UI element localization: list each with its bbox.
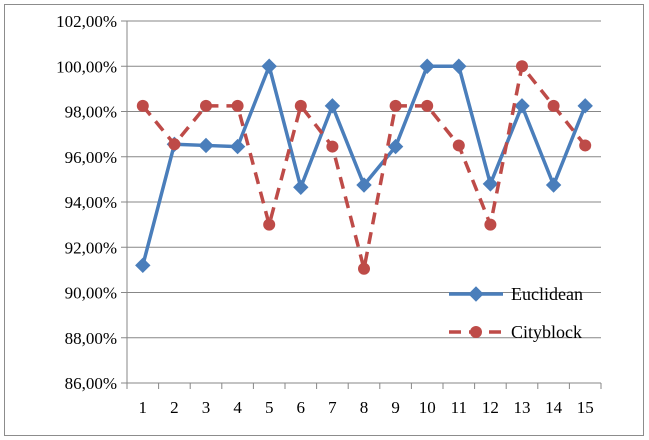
series-line-cityblock — [141, 64, 587, 271]
x-tick-label: 1 — [139, 398, 148, 417]
legend-label-cityblock: Cityblock — [511, 322, 582, 342]
legend-entry-euclidean: Euclidean — [449, 284, 583, 304]
data-point-cityblock — [231, 99, 244, 112]
x-tick-label: 10 — [419, 398, 436, 417]
data-point-euclidean — [419, 58, 435, 74]
axis-layer: 86,00% 88,00% 90,00% 92,00% 94,00% 96,00% 98,0… — [56, 12, 602, 417]
y-tick-label: 92,00% — [65, 238, 117, 257]
data-point-euclidean — [198, 137, 214, 154]
x-tick-label: 11 — [451, 398, 467, 417]
data-point-cityblock — [168, 138, 181, 151]
legend-swatch-marker — [468, 286, 484, 302]
x-tick-label: 13 — [514, 398, 531, 417]
series-euclidean — [135, 58, 593, 274]
x-tick-label: 5 — [265, 398, 274, 417]
data-point-euclidean — [356, 177, 372, 193]
series-layer — [135, 58, 593, 275]
x-tick-label: 12 — [482, 398, 499, 417]
data-point-cityblock — [358, 262, 370, 275]
x-tick-label: 6 — [297, 398, 306, 417]
data-point-cityblock — [200, 99, 212, 112]
x-tick-label: 2 — [170, 398, 179, 417]
y-tick-label: 88,00% — [65, 329, 117, 348]
x-tick-label: 15 — [577, 398, 594, 417]
legend: Euclidean Cityblock — [449, 284, 583, 342]
x-tick-label: 3 — [202, 398, 211, 417]
y-tick-label: 96,00% — [65, 148, 117, 167]
data-point-cityblock — [421, 99, 434, 112]
data-point-cityblock — [452, 139, 465, 152]
data-point-euclidean — [482, 176, 499, 192]
data-point-cityblock — [326, 140, 339, 153]
data-point-cityblock — [547, 99, 560, 112]
x-tick-label: 8 — [360, 398, 369, 417]
chart-frame: 86,00% 88,00% 90,00% 92,00% 94,00% 96,00% 98,0… — [4, 4, 644, 436]
data-point-cityblock — [484, 218, 497, 231]
y-tick-label: 102,00% — [56, 12, 117, 31]
data-point-euclidean — [324, 98, 341, 114]
data-point-cityblock — [389, 99, 402, 112]
line-chart: 86,00% 88,00% 90,00% 92,00% 94,00% 96,00% 98,0… — [56, 12, 602, 417]
y-tick-label: 94,00% — [65, 193, 117, 212]
data-point-cityblock — [579, 139, 592, 152]
data-point-cityblock — [294, 99, 307, 112]
data-point-euclidean — [261, 58, 277, 74]
data-point-cityblock — [136, 99, 149, 112]
data-point-euclidean — [229, 138, 246, 155]
data-point-euclidean — [451, 58, 467, 74]
x-tick-label: 7 — [328, 398, 337, 417]
data-point-cityblock — [516, 60, 528, 73]
x-tick-label: 4 — [233, 398, 242, 417]
data-point-cityblock — [263, 218, 276, 231]
y-tick-label: 90,00% — [65, 284, 117, 303]
legend-label-euclidean: Euclidean — [511, 284, 583, 304]
series-cityblock — [136, 60, 592, 275]
data-point-euclidean — [577, 98, 593, 114]
data-point-euclidean — [387, 138, 404, 155]
legend-swatch-marker — [470, 326, 482, 338]
x-tick-label: 9 — [391, 398, 400, 417]
x-tick-label: 14 — [545, 398, 563, 417]
data-point-euclidean — [135, 257, 151, 274]
y-tick-label: 86,00% — [65, 374, 117, 393]
y-tick-label: 100,00% — [56, 57, 117, 76]
data-point-euclidean — [293, 179, 309, 196]
data-point-euclidean — [545, 177, 562, 193]
data-point-euclidean — [514, 98, 530, 114]
series-line-euclidean — [141, 64, 587, 266]
y-tick-label: 98,00% — [65, 103, 117, 122]
legend-entry-cityblock: Cityblock — [449, 322, 582, 342]
